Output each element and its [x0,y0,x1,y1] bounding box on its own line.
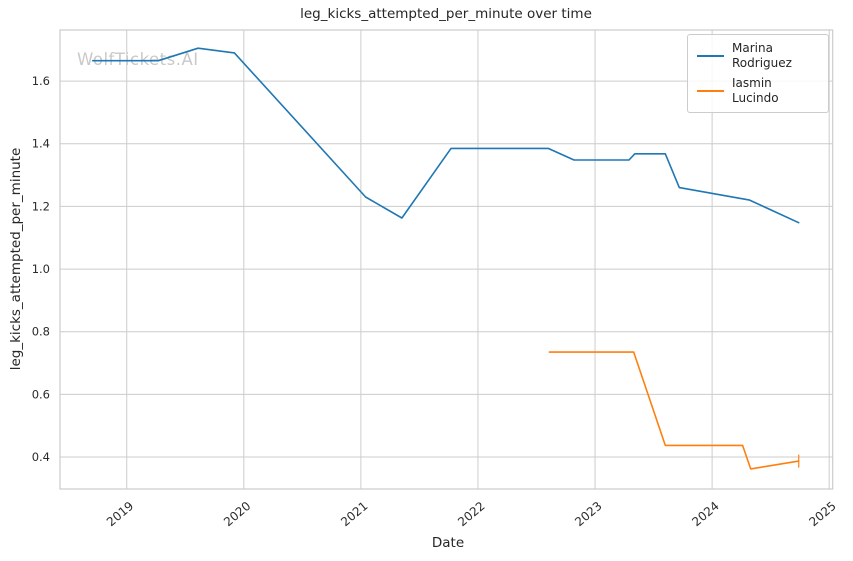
x-axis-label: Date [431,535,465,551]
y-tick-label: 0.4 [32,450,50,464]
x-tick-label: 2020 [221,499,253,529]
legend-item-iasmin-lucindo: Iasmin Lucindo [697,76,820,106]
legend-line-sample-marina [697,55,724,57]
x-tick-label: 2021 [338,499,370,529]
y-tick-label: 0.8 [32,325,50,339]
legend-line-sample-iasmin [697,90,724,92]
plot-border [59,29,834,490]
legend-label-marina: Marina Rodriguez [732,41,792,70]
series-line-iasmin-lucindo [548,351,800,470]
y-tick-label: 1.6 [32,74,50,88]
y-tick-label: 0.6 [32,387,50,401]
y-tick-label: 1.4 [32,137,50,151]
y-tick-label: 1.2 [32,199,50,213]
watermark: WolfTickets.AI [77,50,199,69]
legend-item-marina-rodriguez: Marina Rodriguez [697,41,820,71]
x-tick-label: 2024 [689,499,721,529]
legend-label-iasmin: Iasmin Lucindo [732,76,779,105]
x-tick-label: 2023 [572,499,604,529]
legend: Marina Rodriguez Iasmin Lucindo [687,34,829,113]
x-tick-label: 2025 [806,499,838,529]
chart-title: leg_kicks_attempted_per_minute over time [300,6,592,22]
x-tick-label: 2022 [455,499,487,529]
y-tick-label: 1.0 [32,262,50,276]
y-axis-label: leg_kicks_attempted_per_minute [8,147,24,371]
series-line-marina-rodriguez [92,47,800,224]
x-tick-label: 2019 [104,499,136,529]
